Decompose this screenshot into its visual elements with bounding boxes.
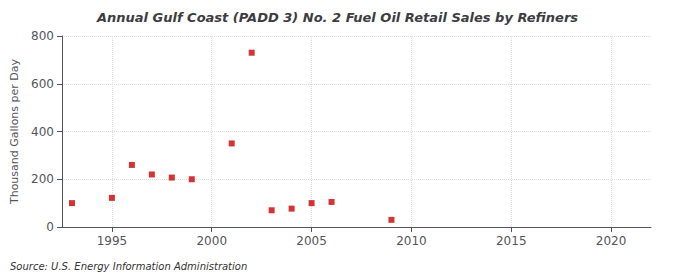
- svg-text:2005: 2005: [296, 234, 327, 248]
- svg-text:Thousand Gallons per Day: Thousand Gallons per Day: [8, 58, 21, 205]
- svg-text:Annual Gulf Coast (PADD 3) No.: Annual Gulf Coast (PADD 3) No. 2 Fuel Oi…: [96, 10, 578, 25]
- svg-text:2020: 2020: [596, 234, 627, 248]
- svg-text:400: 400: [31, 125, 54, 139]
- svg-text:Source: U.S. Energy Informatio: Source: U.S. Energy Information Administ…: [10, 261, 247, 272]
- svg-text:200: 200: [31, 172, 54, 186]
- svg-text:0: 0: [46, 220, 54, 234]
- svg-text:2000: 2000: [196, 234, 227, 248]
- svg-text:2015: 2015: [496, 234, 527, 248]
- svg-text:600: 600: [31, 77, 54, 91]
- svg-text:1995: 1995: [97, 234, 128, 248]
- svg-text:2010: 2010: [396, 234, 427, 248]
- svg-text:800: 800: [31, 29, 54, 43]
